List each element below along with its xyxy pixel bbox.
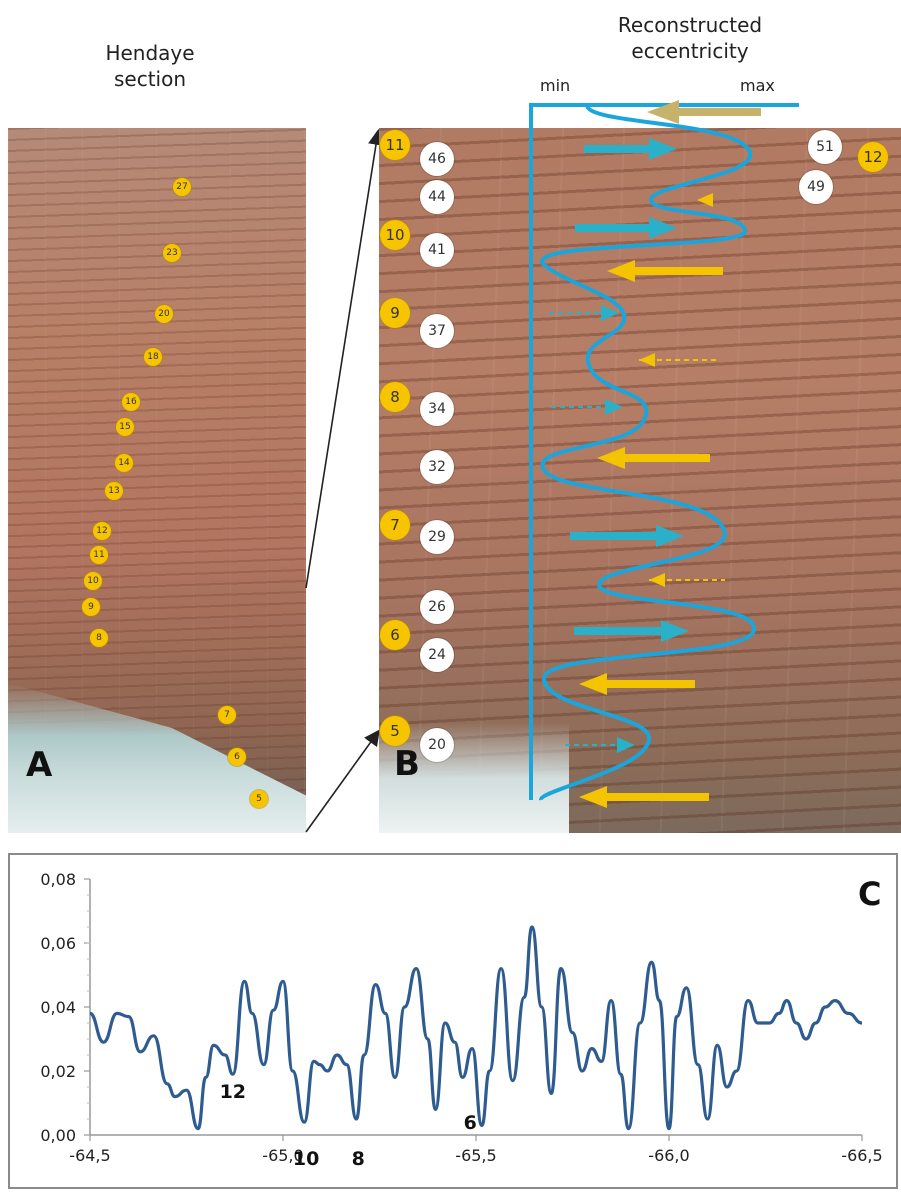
cycle-marker-27: 27: [173, 178, 191, 196]
yellow-arrows-dashed: [639, 193, 725, 587]
short-cycle-marker-24: 24: [420, 638, 454, 672]
panel-letter-a: A: [26, 745, 53, 785]
yellow-arrow-1: [607, 260, 723, 282]
eccentricity-curve: [538, 104, 756, 802]
cycle-marker-13: 13: [105, 482, 123, 500]
long-cycle-marker-8: 8: [380, 382, 410, 412]
teal-arrow-1: [584, 138, 677, 160]
teal-arrow-4: [574, 620, 689, 642]
panel-b-title: Reconstructed eccentricity: [560, 12, 820, 64]
x-tick-label: -66,5: [841, 1146, 882, 1165]
panel-a-title-line1: Hendaye: [105, 41, 195, 65]
hendaye-cliff-photo: [8, 128, 306, 833]
short-cycle-marker-37: 37: [420, 314, 454, 348]
x-tick-label: -64,5: [69, 1146, 110, 1165]
panel-a-title: Hendaye section: [60, 40, 240, 92]
y-tick-label: 0,08: [40, 870, 76, 889]
short-cycle-marker-41: 41: [420, 233, 454, 267]
cycle-marker-15: 15: [116, 418, 134, 436]
cycle-marker-12: 12: [93, 522, 111, 540]
y-tick-label: 0,00: [40, 1126, 76, 1145]
panel-a-title-line2: section: [113, 67, 187, 91]
cycle-marker-6: 6: [228, 748, 246, 766]
cycle-marker-8: 8: [90, 629, 108, 647]
eccentricity-chart-panel: C 0,00 0,02 0,04 0,06 0,08 -64,5 -65,0 -65,5 -66…: [8, 853, 898, 1189]
y-tick-label: 0,04: [40, 998, 76, 1017]
cycle-marker-10: 10: [84, 572, 102, 590]
panel-letter-c: C: [858, 875, 882, 913]
cycle-annotation-6: 6: [464, 1112, 477, 1134]
yellow-arrow-4: [579, 786, 709, 808]
zoom-connector-lines: [305, 128, 384, 833]
panel-b-title-line2: eccentricity: [631, 39, 749, 63]
short-cycle-marker-26: 26: [420, 590, 454, 624]
cycle-marker-5: 5: [250, 790, 268, 808]
y-tick-label: 0,02: [40, 1062, 76, 1081]
cycle-annotation-10: 10: [293, 1148, 319, 1170]
yellow-arrow-2: [597, 447, 710, 469]
cycle-marker-14: 14: [115, 454, 133, 472]
long-cycle-marker-9: 9: [380, 298, 410, 328]
short-cycle-marker-34: 34: [420, 392, 454, 426]
x-tick-label: -65,0: [262, 1146, 303, 1165]
short-cycle-marker-44: 44: [420, 180, 454, 214]
teal-arrow-2: [575, 217, 677, 239]
short-cycle-marker-32: 32: [420, 450, 454, 484]
teal-arrow-3: [570, 525, 684, 547]
long-cycle-marker-7: 7: [380, 510, 410, 540]
short-cycle-marker-51: 51: [808, 130, 842, 164]
min-label: min: [540, 76, 571, 95]
long-cycle-marker-6: 6: [380, 620, 410, 650]
cycle-marker-20: 20: [155, 305, 173, 323]
cycle-marker-23: 23: [163, 244, 181, 262]
cycle-marker-11: 11: [90, 546, 108, 564]
eccentricity-line-chart: 0,00 0,02 0,04 0,06 0,08 -64,5 -65,0 -65,5 -66,0…: [40, 870, 882, 1170]
connector-arrow-top: [305, 128, 384, 589]
eccentricity-overlay: [529, 100, 799, 808]
eccentricity-series-line: [89, 925, 863, 1131]
long-cycle-marker-5: 5: [380, 716, 410, 746]
short-cycle-marker-46: 46: [420, 142, 454, 176]
cycle-annotation-12: 12: [220, 1081, 246, 1103]
connector-arrow-bottom: [305, 729, 380, 833]
max-label: max: [740, 76, 775, 95]
panel-b-title-line1: Reconstructed: [617, 13, 763, 37]
cycle-marker-16: 16: [122, 393, 140, 411]
long-cycle-marker-10: 10: [380, 220, 410, 250]
teal-arrows-dashed: [549, 305, 635, 753]
short-cycle-marker-20: 20: [420, 728, 454, 762]
sea-water-b: [379, 723, 569, 833]
top-khaki-arrow: [647, 100, 761, 124]
long-cycle-marker-11: 11: [380, 130, 410, 160]
panel-letter-b: B: [394, 744, 420, 784]
long-cycle-marker-12: 12: [858, 142, 888, 172]
yellow-arrow-3: [579, 673, 695, 695]
x-tick-label: -66,0: [648, 1146, 689, 1165]
short-cycle-marker-49: 49: [799, 170, 833, 204]
teal-arrows-solid: [570, 138, 689, 642]
cycle-annotation-8: 8: [352, 1148, 365, 1170]
cycle-marker-9: 9: [82, 598, 100, 616]
x-tick-label: -65,5: [455, 1146, 496, 1165]
yellow-arrows-solid: [579, 260, 723, 808]
sea-water: [8, 683, 306, 833]
cycle-marker-18: 18: [144, 348, 162, 366]
cycle-marker-7: 7: [218, 706, 236, 724]
short-cycle-marker-29: 29: [420, 520, 454, 554]
y-tick-label: 0,06: [40, 934, 76, 953]
